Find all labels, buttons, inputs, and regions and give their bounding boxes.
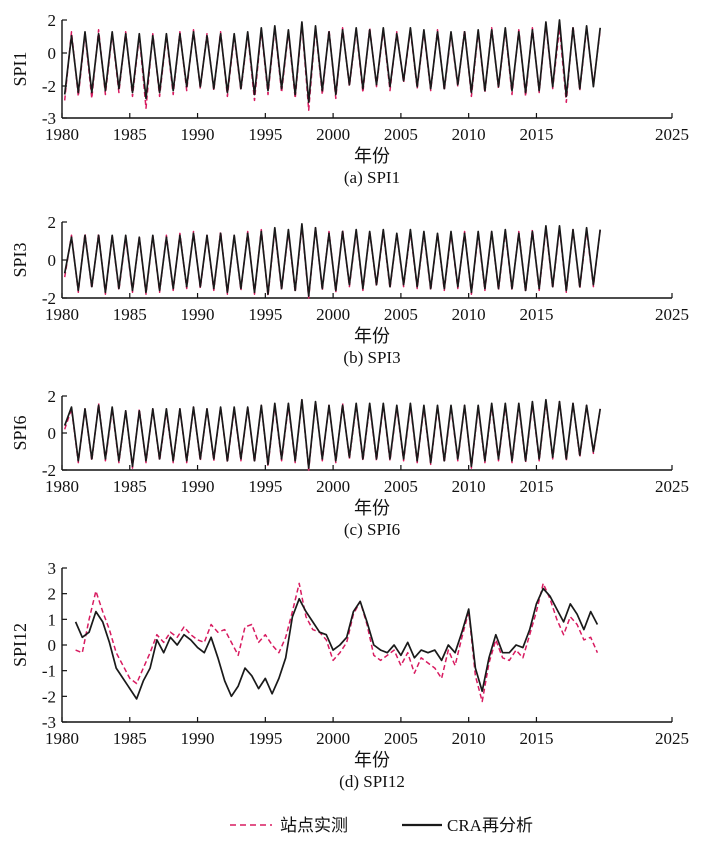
x-tick-label: 2010 — [452, 305, 486, 324]
y-tick-label: -2 — [42, 461, 56, 480]
x-tick-label: 2015 — [519, 477, 553, 496]
x-tick-label: 2025 — [655, 305, 689, 324]
x-tick-label: 1985 — [113, 477, 147, 496]
x-tick-label: 1995 — [248, 477, 282, 496]
series-line-reanalysis — [74, 587, 599, 700]
y-tick-label: -2 — [42, 289, 56, 308]
x-tick-label: 1990 — [181, 477, 215, 496]
panel-caption: (a) SPI1 — [344, 168, 400, 187]
y-tick-label: -2 — [42, 687, 56, 706]
x-tick-label: 1990 — [181, 729, 215, 748]
y-tick-label: 0 — [48, 424, 57, 443]
legend-station-label: 站点实测 — [280, 816, 348, 835]
x-tick-label: 1995 — [248, 305, 282, 324]
legend-reanalysis-label: CRA再分析 — [447, 816, 533, 835]
x-tick-label: 2015 — [519, 305, 553, 324]
x-tick-label: 2005 — [384, 125, 418, 144]
x-tick-label: 2025 — [655, 477, 689, 496]
x-tick-label: 1995 — [248, 729, 282, 748]
y-tick-label: 2 — [48, 11, 57, 30]
x-axis-title: 年份 — [354, 498, 390, 518]
x-tick-label: 2010 — [452, 477, 486, 496]
x-tick-label: 2005 — [384, 477, 418, 496]
x-tick-label: 1980 — [45, 305, 79, 324]
x-tick-label: 2025 — [655, 729, 689, 748]
x-tick-label: 1990 — [181, 125, 215, 144]
y-tick-label: 0 — [48, 636, 57, 655]
x-tick-label: 2015 — [519, 729, 553, 748]
series-line-station — [75, 582, 599, 703]
x-tick-label: 2000 — [316, 477, 350, 496]
x-tick-label: 1980 — [45, 477, 79, 496]
y-tick-label: 2 — [48, 387, 57, 406]
x-tick-label: 1980 — [45, 729, 79, 748]
y-axis-title: SPI1 — [10, 51, 30, 86]
x-tick-label: 2000 — [316, 125, 350, 144]
y-tick-label: -3 — [42, 713, 56, 732]
panel-caption: (c) SPI6 — [344, 520, 400, 539]
y-tick-label: 2 — [48, 213, 57, 232]
y-tick-label: -1 — [42, 662, 56, 681]
x-tick-label: 1985 — [113, 729, 147, 748]
x-axis-title: 年份 — [354, 750, 390, 770]
y-tick-label: 3 — [48, 559, 57, 578]
x-axis-title: 年份 — [354, 146, 390, 166]
x-tick-label: 1980 — [45, 125, 79, 144]
y-tick-label: -2 — [42, 77, 56, 96]
x-axis-title: 年份 — [354, 326, 390, 346]
y-tick-label: 1 — [48, 610, 57, 629]
x-tick-label: 2000 — [316, 305, 350, 324]
legend: 站点实测 CRA再分析 — [230, 816, 533, 835]
y-tick-label: 2 — [48, 585, 57, 604]
y-tick-label: 0 — [48, 44, 57, 63]
x-tick-label: 1985 — [113, 305, 147, 324]
panel-caption: (b) SPI3 — [343, 348, 400, 367]
y-tick-label: 0 — [48, 251, 57, 270]
x-tick-label: 2010 — [452, 125, 486, 144]
panel-caption: (d) SPI12 — [339, 772, 405, 791]
x-tick-label: 2015 — [519, 125, 553, 144]
x-tick-label: 2010 — [452, 729, 486, 748]
y-axis-title: SPI3 — [10, 242, 30, 277]
x-tick-label: 2025 — [655, 125, 689, 144]
x-tick-label: 1995 — [248, 125, 282, 144]
x-tick-label: 2005 — [384, 305, 418, 324]
series-line-reanalysis — [63, 223, 602, 297]
series-line-reanalysis — [63, 19, 602, 104]
x-tick-label: 2000 — [316, 729, 350, 748]
x-tick-label: 1985 — [113, 125, 147, 144]
x-tick-label: 2005 — [384, 729, 418, 748]
y-axis-title: SPI12 — [10, 623, 30, 667]
x-tick-label: 1990 — [181, 305, 215, 324]
y-axis-title: SPI6 — [10, 415, 30, 450]
series-line-reanalysis — [63, 398, 602, 469]
y-tick-label: -3 — [42, 109, 56, 128]
